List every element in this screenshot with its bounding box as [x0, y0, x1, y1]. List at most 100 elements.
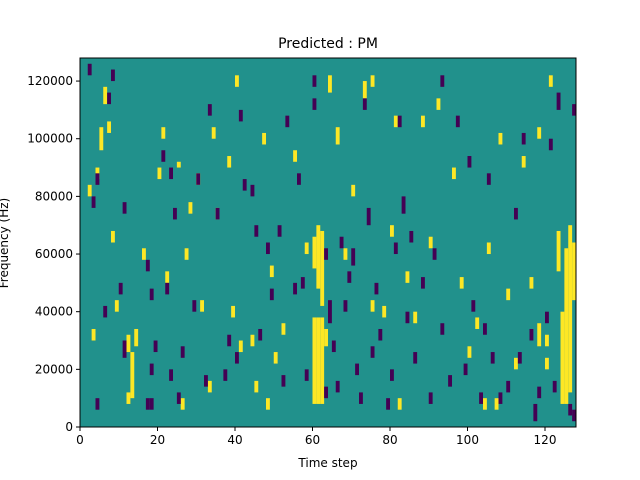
- heatmap-cell-high: [184, 248, 189, 260]
- heatmap-cell-low: [440, 323, 445, 335]
- heatmap-cell-low: [432, 248, 437, 260]
- heatmap-cell-high: [483, 398, 487, 410]
- heatmap-cell-high: [560, 311, 565, 404]
- heatmap-cell-high: [87, 184, 92, 197]
- heatmap-cell-low: [537, 386, 542, 399]
- heatmap-cell-low: [145, 398, 150, 410]
- heatmap-cell-low: [467, 156, 472, 168]
- y-tick-label: 80000: [35, 189, 73, 203]
- heatmap-cell-low: [490, 352, 495, 364]
- heatmap-cell-low: [238, 109, 243, 122]
- heatmap-cell-low: [107, 92, 112, 105]
- y-axis-label: Frequency (Hz): [0, 198, 11, 289]
- heatmap-cell-high: [316, 225, 321, 289]
- x-tick-label: 0: [76, 433, 84, 447]
- heatmap-cell-low: [281, 375, 286, 387]
- heatmap-cell-high: [176, 161, 181, 168]
- heatmap-cell-low: [362, 98, 367, 110]
- heatmap-cell-high: [273, 352, 278, 364]
- heatmap-cell-high: [370, 300, 375, 312]
- heatmap-cell-low: [514, 207, 518, 220]
- heatmap-cell-low: [122, 202, 127, 214]
- heatmap-cell-low: [479, 392, 484, 404]
- heatmap-cell-high: [335, 127, 340, 145]
- heatmap-cell-high: [103, 86, 108, 105]
- heatmap-cell-low: [339, 236, 344, 249]
- heatmap-cell-high: [324, 328, 329, 347]
- heatmap-cell-low: [421, 277, 425, 289]
- heatmap-cell-low: [304, 369, 309, 381]
- heatmap-cell-high: [161, 127, 166, 139]
- heatmap-cell-high: [413, 311, 418, 324]
- heatmap-cell-low: [235, 352, 239, 364]
- heatmap-cell-high: [238, 340, 243, 353]
- heatmap-cell-high: [545, 334, 549, 347]
- heatmap-cell-high: [111, 230, 115, 243]
- heatmap-cell-low: [413, 352, 418, 364]
- heatmap-cell-high: [312, 317, 317, 404]
- heatmap-cell-high: [351, 184, 356, 197]
- heatmap-cell-high: [475, 317, 480, 329]
- heatmap-cell-high: [180, 398, 185, 410]
- heatmap-cell-high: [486, 242, 491, 255]
- heatmap-cell-low: [397, 115, 402, 128]
- heatmap-cell-low: [111, 69, 115, 82]
- heatmap-cell-high: [328, 75, 332, 93]
- heatmap-cell-high: [231, 305, 236, 318]
- heatmap-cell-high: [157, 167, 162, 180]
- heatmap-cell-low: [521, 132, 526, 145]
- heatmap-cell-high: [320, 230, 325, 306]
- heatmap-cell-high: [498, 132, 503, 145]
- heatmap-cell-low: [176, 392, 181, 404]
- heatmap-cell-low: [556, 92, 561, 110]
- heatmap-cell-low: [95, 173, 100, 185]
- heatmap-cell-high: [494, 398, 499, 410]
- heatmap-cell-low: [386, 398, 391, 410]
- heatmap-cell-high: [545, 357, 549, 370]
- heatmap-cell-low: [471, 300, 476, 312]
- heatmap-cell-low: [552, 380, 557, 393]
- heatmap-cell-low: [517, 352, 522, 364]
- heatmap-cell-low: [149, 363, 154, 376]
- heatmap-cell-high: [506, 288, 511, 301]
- heatmap-cell-low: [545, 311, 549, 324]
- heatmap-cell-high: [304, 242, 309, 255]
- heatmap-cell-high: [556, 230, 561, 272]
- heatmap-cell-low: [145, 259, 150, 272]
- y-tick-label: 60000: [35, 247, 73, 261]
- heatmap-cell-low: [293, 282, 298, 295]
- heatmap-cell-high: [281, 323, 286, 335]
- heatmap-cell-low: [169, 167, 174, 180]
- heatmap-cell-low: [548, 138, 553, 151]
- heatmap-cell-low: [149, 288, 154, 301]
- heatmap-cell-low: [506, 380, 511, 393]
- heatmap-cell-low: [149, 398, 154, 410]
- heatmap-cell-high: [521, 156, 526, 168]
- plot-frame: [79, 57, 577, 428]
- heatmap-cell-high: [421, 115, 425, 128]
- heatmap-cell-low: [401, 196, 406, 214]
- heatmap-cell-high: [227, 156, 232, 168]
- heatmap-cell-low: [277, 225, 282, 237]
- x-tick-label: 20: [150, 433, 165, 447]
- heatmap-cell-low: [448, 375, 453, 387]
- heatmap-cell-high: [200, 300, 205, 312]
- heatmap-cell-low: [390, 369, 394, 381]
- heatmap-cell-low: [269, 288, 274, 301]
- heatmap-cell-high: [397, 398, 402, 410]
- heatmap-cell-low: [533, 403, 538, 422]
- heatmap-cell-low: [254, 225, 259, 237]
- heatmap-cell-low: [312, 75, 317, 87]
- heatmap-cell-low: [572, 409, 577, 422]
- heatmap-cell-low: [95, 398, 100, 410]
- heatmap-cell-high: [188, 202, 193, 214]
- heatmap-cell-high: [393, 115, 398, 128]
- heatmap-cell-high: [548, 75, 553, 87]
- heatmap-cell-low: [359, 392, 363, 404]
- heatmap-cell-high: [126, 392, 131, 404]
- heatmap-cell-high: [362, 81, 367, 99]
- y-tick-label: 120000: [27, 74, 73, 88]
- y-tick-label: 100000: [27, 132, 73, 146]
- heatmap-cell-low: [440, 75, 445, 87]
